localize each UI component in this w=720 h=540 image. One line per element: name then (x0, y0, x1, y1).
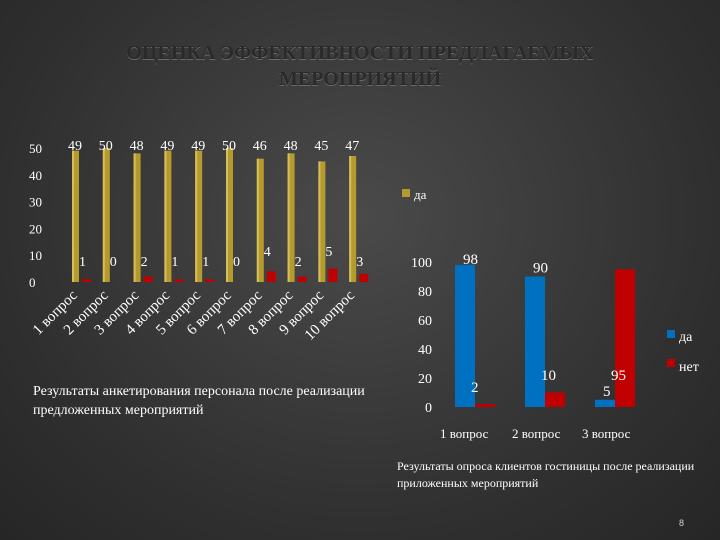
right-label-net: 95 (611, 368, 626, 384)
left-bar-net (82, 279, 91, 282)
left-bar-net (359, 273, 369, 282)
left-label-net: 1 (171, 255, 178, 270)
left-label-net: 4 (264, 245, 271, 260)
left-bar-net (143, 276, 153, 282)
right-category-label: 2 вопрос (512, 426, 561, 441)
left-bar-da-highlight (349, 156, 352, 282)
right-y-tick-label: 60 (418, 314, 432, 329)
left-label-da: 50 (99, 139, 113, 154)
right-bar-da (455, 264, 475, 407)
right-label-net: 10 (541, 368, 556, 384)
right-label-net: 2 (471, 380, 479, 396)
left-label-net: 2 (141, 255, 148, 270)
right-category-label: 3 вопрос (582, 426, 631, 441)
left-label-da: 49 (191, 139, 205, 154)
left-label-net: 1 (202, 255, 209, 270)
right-label-da: 98 (463, 252, 478, 268)
right-label-da: 90 (533, 261, 548, 277)
left-label-da: 47 (345, 139, 359, 154)
right-bar-da (525, 276, 545, 407)
right-label-da: 5 (603, 384, 611, 400)
left-label-net: 0 (233, 255, 240, 270)
right-category-label: 1 вопрос (440, 426, 489, 441)
slide-title: ОЦЕНКА ЭФФЕКТИВНОСТИ ПРЕДЛАГАЕМЫХ МЕРОПР… (60, 40, 660, 92)
left-bar-da-highlight (287, 153, 290, 282)
left-bar-da-highlight (256, 158, 259, 282)
left-bar-net (266, 271, 276, 282)
left-legend-marker-da (402, 189, 410, 197)
left-label-net: 5 (325, 245, 332, 260)
left-label-da: 46 (253, 139, 267, 154)
right-bar-net (475, 404, 495, 407)
left-chart-caption: Результаты анкетирования персонала после… (33, 384, 365, 418)
left-bar-da (349, 156, 357, 282)
right-y-tick-label: 40 (418, 343, 432, 358)
left-bar-net (174, 279, 184, 282)
left-label-da: 49 (68, 139, 82, 154)
left-bar-net (328, 268, 338, 282)
left-bar-da-highlight (318, 161, 321, 282)
right-bar-da (595, 399, 615, 407)
left-y-tick-label: 30 (29, 195, 42, 210)
left-y-tick-label: 10 (29, 248, 42, 263)
left-bar-da (287, 153, 295, 282)
page-number: 8 (678, 518, 684, 528)
left-y-tick-label: 0 (29, 275, 36, 290)
left-bar-da (226, 148, 233, 282)
left-y-tick-label: 20 (29, 221, 42, 236)
right-bar-net (545, 392, 565, 407)
left-label-da: 48 (130, 139, 144, 154)
left-bar-net (297, 276, 307, 282)
right-legend-marker-da (667, 330, 675, 338)
left-bar-da (318, 161, 326, 282)
left-label-da: 49 (160, 139, 174, 154)
left-label-da: 50 (222, 139, 236, 154)
right-y-tick-label: 20 (418, 372, 432, 387)
left-label-da: 45 (314, 139, 328, 154)
left-bar-da (133, 153, 141, 282)
title-line-2: МЕРОПРИЯТИЙ (278, 68, 442, 90)
left-y-tick-label: 50 (29, 141, 42, 156)
right-legend-label-da: да (679, 330, 693, 345)
left-bar-da-highlight (164, 150, 167, 282)
left-legend-label-da: да (414, 187, 427, 202)
left-bar-da (102, 148, 110, 282)
left-y-tick-label: 40 (29, 168, 42, 183)
left-label-net: 3 (356, 255, 363, 270)
left-bar-da-highlight (226, 148, 228, 282)
left-bar-da (195, 150, 203, 282)
left-bar-da-highlight (102, 148, 105, 282)
left-label-net: 2 (295, 255, 302, 270)
right-legend-marker-net (667, 359, 675, 367)
right-y-tick-label: 0 (425, 401, 432, 416)
right-legend-label-net: нет (679, 360, 699, 375)
right-bar-net (615, 269, 635, 407)
left-bar-net (205, 279, 215, 282)
right-y-tick-label: 100 (411, 256, 432, 271)
left-label-da: 48 (284, 139, 298, 154)
left-bar-da (72, 150, 79, 282)
left-bar-da-highlight (195, 150, 198, 282)
left-label-net: 0 (110, 255, 117, 270)
right-y-tick-label: 80 (418, 285, 432, 300)
left-bar-da (256, 158, 264, 282)
left-bar-da (164, 150, 172, 282)
left-label-net: 1 (79, 255, 86, 270)
left-bar-da-highlight (133, 153, 136, 282)
title-line-1: ОЦЕНКА ЭФФЕКТИВНОСТИ ПРЕДЛАГАЕМЫХ (126, 42, 594, 64)
right-chart-caption: Результаты опроса клиентов гостиницы пос… (397, 459, 695, 490)
left-bar-da-highlight (72, 150, 74, 282)
